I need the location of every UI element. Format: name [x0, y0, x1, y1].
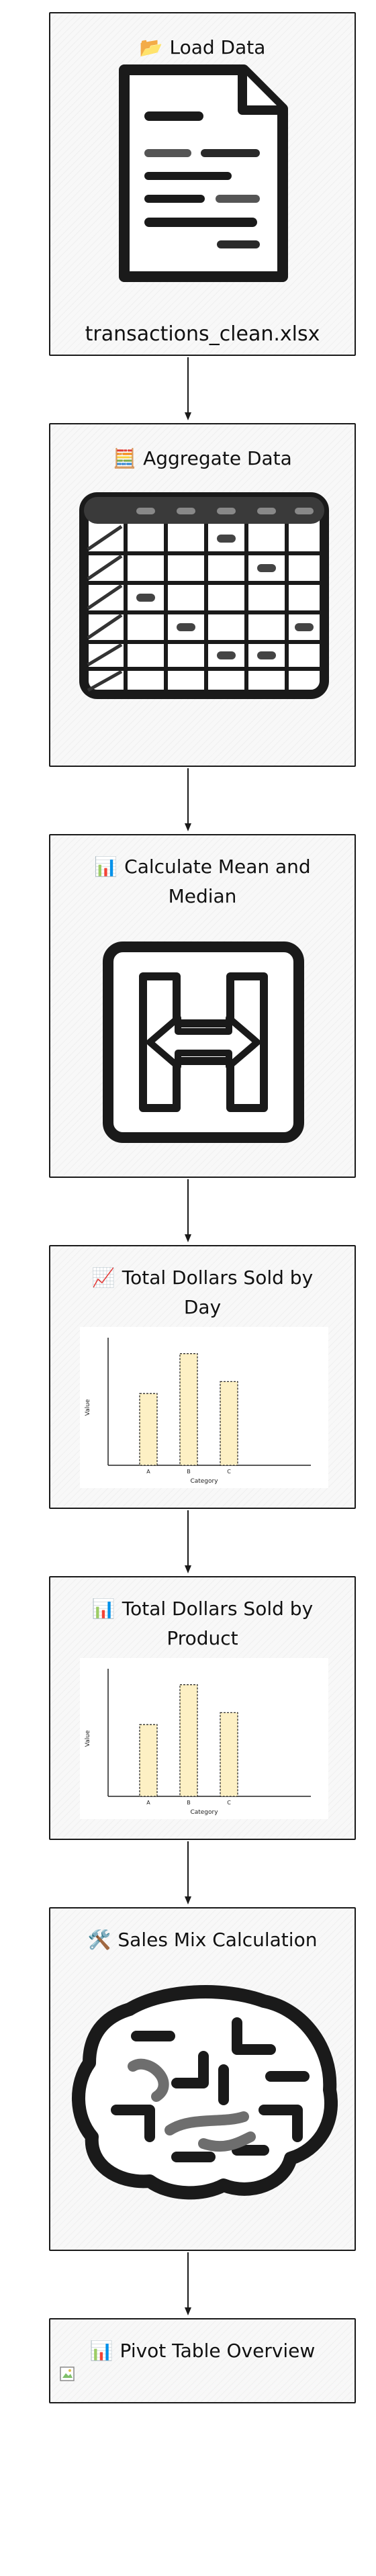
- line-chart-icon: 📈: [91, 1267, 115, 1289]
- broken-image-icon: [60, 2366, 75, 2381]
- x-axis-label: Category: [190, 1809, 218, 1816]
- chart-panel: Value Category A B C: [80, 1658, 328, 1819]
- file-name: transactions_clean.xlsx: [85, 322, 320, 346]
- arrow-1: [184, 357, 192, 422]
- arrow-2: [184, 768, 192, 833]
- step-dollars-by-product: 📊 Total Dollars Sold by Product Value Cat…: [49, 1576, 356, 1840]
- x-tick-label: C: [227, 1469, 231, 1475]
- arrow-5: [184, 1841, 192, 1906]
- step-dollars-by-day: 📈 Total Dollars Sold by Day Value Categor…: [49, 1245, 356, 1509]
- x-tick-label: B: [187, 1800, 191, 1806]
- bar-chart: Value Category A B C: [85, 1669, 311, 1816]
- bar-a: [139, 1393, 158, 1466]
- table-grid-icon: [79, 492, 329, 699]
- step-pivot-table: 📊 Pivot Table Overview: [49, 2318, 356, 2403]
- step-sales-mix: 🛠️ Sales Mix Calculation: [49, 1907, 356, 2251]
- x-tick-label: C: [227, 1800, 231, 1806]
- merge-arrows-icon: [103, 941, 304, 1143]
- x-tick-label: A: [146, 1800, 150, 1806]
- step-calculate-mean-median: 📊 Calculate Mean and Median: [49, 834, 356, 1178]
- chart-panel: Value Category A B C: [80, 1327, 328, 1488]
- bar-chart-icon: 📊: [94, 856, 118, 878]
- step-title: Total Dollars Sold by: [122, 1598, 314, 1620]
- bar-chart-icon: 📊: [91, 1598, 115, 1620]
- bar-a: [139, 1724, 158, 1797]
- document-icon: [119, 64, 288, 282]
- step-title: Aggregate Data: [143, 447, 292, 469]
- brain-icon: [72, 1985, 338, 2200]
- arrow-3: [184, 1179, 192, 1244]
- step-title-line2: Median: [168, 885, 237, 907]
- bar-b: [179, 1684, 198, 1797]
- step-load-data: 📂 Load Data transactions_clean.xlsx: [49, 12, 356, 356]
- bar-chart: Value Category A B C: [85, 1338, 311, 1485]
- step-title: Calculate Mean and: [124, 856, 311, 878]
- bar-c: [220, 1712, 238, 1797]
- step-title: Sales Mix Calculation: [117, 1929, 318, 1951]
- arrow-4: [184, 1510, 192, 1575]
- abacus-icon: 🧮: [113, 447, 137, 469]
- step-title-line2: Day: [183, 1296, 222, 1318]
- y-axis-label: Value: [85, 1730, 91, 1747]
- bar-chart-icon: 📊: [89, 2340, 113, 2362]
- bar-c: [220, 1381, 238, 1466]
- step-title-line2: Product: [167, 1627, 238, 1649]
- x-tick-label: B: [187, 1469, 191, 1475]
- bar-b: [179, 1353, 198, 1466]
- x-tick-label: A: [146, 1469, 150, 1475]
- x-axis-label: Category: [190, 1478, 218, 1485]
- step-aggregate-data: 🧮 Aggregate Data: [49, 423, 356, 767]
- step-title: Pivot Table Overview: [120, 2340, 316, 2362]
- step-title: Total Dollars Sold by: [122, 1267, 314, 1289]
- step-title: Load Data: [169, 36, 266, 58]
- arrow-6: [184, 2252, 192, 2317]
- y-axis-label: Value: [85, 1399, 91, 1416]
- tools-icon: 🛠️: [87, 1929, 111, 1951]
- folder-icon: 📂: [139, 36, 163, 58]
